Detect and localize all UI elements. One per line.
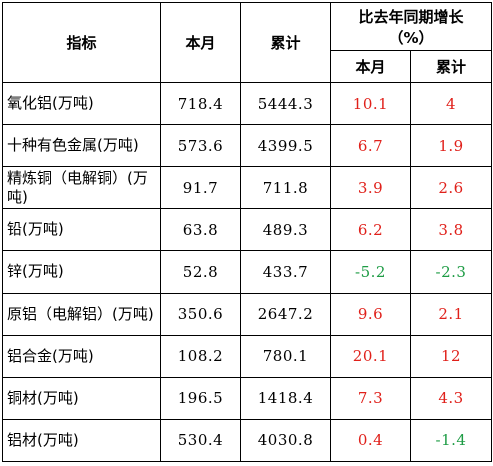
table-row: 精炼铜（电解铜）(万吨) 91.7 711.8 3.9 2.6 <box>2 166 493 210</box>
row-label: 铜材(万吨) <box>2 376 161 420</box>
cumulative-value: 489.3 <box>240 208 331 252</box>
table-row: 十种有色金属(万吨) 573.6 4399.5 6.7 1.9 <box>2 124 493 168</box>
growth-cumulative-value: 2.1 <box>409 292 493 336</box>
table-row: 铜材(万吨) 196.5 1418.4 7.3 4.3 <box>2 376 493 420</box>
month-value: 91.7 <box>160 166 241 210</box>
table-row: 铅(万吨) 63.8 489.3 6.2 3.8 <box>2 208 493 252</box>
growth-month-value: 0.4 <box>330 418 411 463</box>
cumulative-value: 711.8 <box>240 166 331 210</box>
growth-header: 比去年同期增长 （%） <box>329 2 493 51</box>
table-row: 锌(万吨) 52.8 433.7 -5.2 -2.3 <box>2 250 493 294</box>
month-value: 573.6 <box>160 124 241 168</box>
this-month-header: 本月 <box>160 2 241 83</box>
table-row: 氧化铝(万吨) 718.4 5444.3 10.1 4 <box>2 81 493 126</box>
growth-month-header: 本月 <box>330 50 411 83</box>
growth-cumulative-value: 4.3 <box>409 376 493 420</box>
cumulative-value: 2647.2 <box>240 292 331 336</box>
cumulative-value: 1418.4 <box>240 376 331 420</box>
row-label: 十种有色金属(万吨) <box>2 124 161 168</box>
growth-cumulative-value: 2.6 <box>409 166 493 210</box>
growth-month-value: -5.2 <box>330 250 411 294</box>
row-label: 精炼铜（电解铜）(万吨) <box>2 166 161 210</box>
month-value: 718.4 <box>160 81 241 126</box>
cumulative-value: 4030.8 <box>240 418 331 463</box>
table-row: 原铝（电解铝）(万吨) 350.6 2647.2 9.6 2.1 <box>2 292 493 336</box>
cumulative-value: 4399.5 <box>240 124 331 168</box>
indicator-header: 指标 <box>2 2 161 83</box>
row-label: 原铝（电解铝）(万吨) <box>2 292 161 336</box>
growth-cumulative-value: 4 <box>409 81 493 126</box>
header-row: 指标 本月 累计 比去年同期增长 （%） <box>2 2 493 83</box>
subheader-row: 本月 累计 <box>3 50 493 83</box>
row-label: 氧化铝(万吨) <box>2 81 161 126</box>
growth-month-value: 9.6 <box>330 292 411 336</box>
month-value: 108.2 <box>160 334 241 378</box>
table-row: 铝材(万吨) 530.4 4030.8 0.4 -1.4 <box>2 418 493 463</box>
cumulative-header: 累计 <box>240 2 331 83</box>
month-value: 530.4 <box>160 418 241 463</box>
cumulative-value: 433.7 <box>240 250 331 294</box>
month-value: 196.5 <box>160 376 241 420</box>
table-body: 氧化铝(万吨) 718.4 5444.3 10.1 4 十种有色金属(万吨) 573.6 43… <box>2 81 493 463</box>
row-label: 铅(万吨) <box>2 208 161 252</box>
row-label: 锌(万吨) <box>2 250 161 294</box>
growth-unit: （%） <box>388 28 434 47</box>
row-label: 铝合金(万吨) <box>2 334 161 378</box>
growth-month-value: 6.7 <box>330 124 411 168</box>
growth-title: 比去年同期增长 <box>358 7 464 26</box>
month-value: 63.8 <box>160 208 241 252</box>
cumulative-value: 5444.3 <box>240 81 331 126</box>
growth-month-value: 6.2 <box>330 208 411 252</box>
month-value: 350.6 <box>160 292 241 336</box>
growth-cumulative-value: 1.9 <box>409 124 493 168</box>
growth-cumulative-value: -2.3 <box>409 250 493 294</box>
row-label: 铝材(万吨) <box>2 418 161 463</box>
growth-cumulative-value: 3.8 <box>409 208 493 252</box>
growth-month-value: 10.1 <box>330 81 411 126</box>
table-row: 铝合金(万吨) 108.2 780.1 20.1 12 <box>2 334 493 378</box>
growth-month-value: 7.3 <box>330 376 411 420</box>
growth-cumulative-value: -1.4 <box>409 418 493 463</box>
growth-month-value: 3.9 <box>330 166 411 210</box>
growth-cumulative-header: 累计 <box>409 50 493 83</box>
growth-month-value: 20.1 <box>330 334 411 378</box>
month-value: 52.8 <box>160 250 241 294</box>
cumulative-value: 780.1 <box>240 334 331 378</box>
growth-cumulative-value: 12 <box>409 334 493 378</box>
